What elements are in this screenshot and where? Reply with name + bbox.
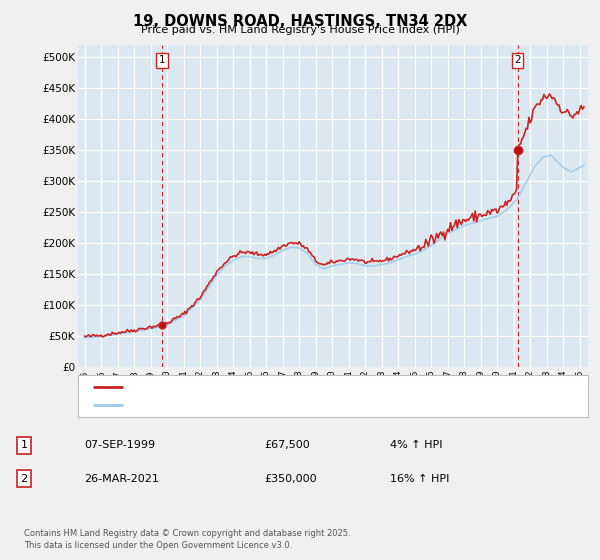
Text: £350,000: £350,000	[264, 474, 317, 484]
Text: 1: 1	[158, 55, 166, 66]
Text: 1: 1	[20, 440, 28, 450]
Text: 2: 2	[514, 55, 521, 66]
Text: 16% ↑ HPI: 16% ↑ HPI	[390, 474, 449, 484]
Text: 4% ↑ HPI: 4% ↑ HPI	[390, 440, 443, 450]
Text: 19, DOWNS ROAD, HASTINGS, TN34 2DX (semi-detached house): 19, DOWNS ROAD, HASTINGS, TN34 2DX (semi…	[129, 382, 445, 392]
Text: 19, DOWNS ROAD, HASTINGS, TN34 2DX: 19, DOWNS ROAD, HASTINGS, TN34 2DX	[133, 14, 467, 29]
Text: HPI: Average price, semi-detached house, Hastings: HPI: Average price, semi-detached house,…	[129, 400, 379, 410]
Text: Contains HM Land Registry data © Crown copyright and database right 2025.
This d: Contains HM Land Registry data © Crown c…	[24, 529, 350, 550]
Text: £67,500: £67,500	[264, 440, 310, 450]
Text: 07-SEP-1999: 07-SEP-1999	[84, 440, 155, 450]
Text: 26-MAR-2021: 26-MAR-2021	[84, 474, 159, 484]
Text: 2: 2	[20, 474, 28, 484]
Text: Price paid vs. HM Land Registry's House Price Index (HPI): Price paid vs. HM Land Registry's House …	[140, 25, 460, 35]
